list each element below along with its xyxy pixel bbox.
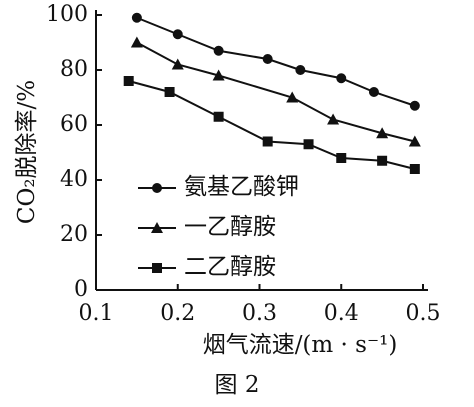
legend-label: 一乙醇胺 (184, 214, 276, 240)
marker (131, 12, 142, 23)
marker (212, 69, 225, 81)
legend-marker (151, 222, 163, 233)
y-tick-label: 80 (60, 57, 88, 82)
marker (213, 45, 224, 56)
y-tick-label: 60 (60, 112, 88, 137)
marker (368, 87, 379, 97)
marker (172, 29, 183, 40)
marker (327, 113, 340, 125)
marker (164, 87, 175, 97)
marker (262, 136, 273, 147)
y-tick-label: 0 (74, 277, 88, 302)
marker (295, 65, 306, 75)
marker (123, 76, 134, 86)
marker (336, 73, 347, 84)
x-axis-label: 烟气流速/(m · s⁻¹) (203, 332, 398, 358)
marker (130, 36, 143, 48)
series-line (136, 16, 416, 107)
marker (376, 127, 389, 139)
marker (262, 54, 273, 64)
figure-caption: 图 2 (215, 372, 260, 398)
marker (408, 135, 421, 147)
y-tick-label: 20 (60, 222, 88, 247)
x-tick-label: 0.2 (160, 301, 195, 326)
y-axis-label: CO₂脱除率/% (14, 80, 40, 224)
x-tick-label: 0.5 (406, 301, 441, 326)
x-tick-label: 0.1 (79, 301, 114, 326)
marker (303, 139, 314, 150)
marker (377, 155, 388, 166)
series-line (128, 80, 416, 170)
marker (409, 100, 420, 111)
legend-label: 二乙醇胺 (184, 254, 276, 280)
y-tick-label: 100 (46, 2, 88, 27)
marker (336, 153, 347, 163)
legend-label: 氨基乙酸钾 (184, 174, 299, 200)
marker (213, 111, 224, 122)
x-tick-label: 0.3 (242, 301, 277, 326)
x-tick-label: 0.4 (324, 301, 359, 326)
marker (286, 91, 299, 103)
y-tick-label: 40 (60, 167, 88, 192)
marker (409, 164, 420, 174)
legend-marker (152, 183, 162, 193)
legend-marker (152, 263, 162, 273)
marker (171, 58, 184, 70)
